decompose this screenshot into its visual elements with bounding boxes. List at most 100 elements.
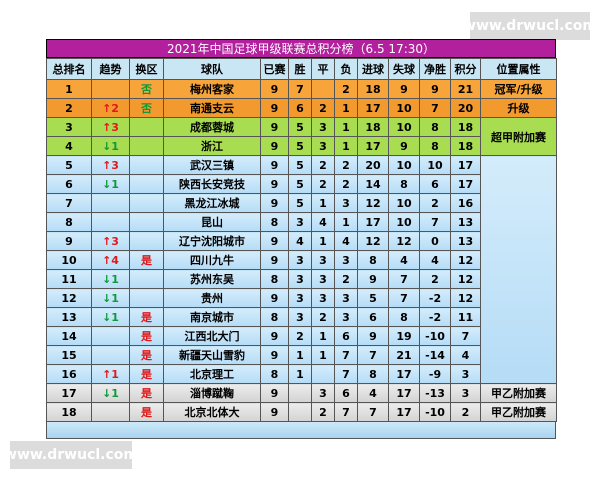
goals-for-cell: 17 <box>357 98 389 118</box>
table-row: 16 ↑1 是北京理工 8 1 7 8 17 -9 3 <box>46 364 557 384</box>
goals-against-cell: 10 <box>388 98 420 118</box>
played-cell: 9 <box>260 326 289 346</box>
rank-cell: 7 <box>46 193 92 213</box>
points-cell: 4 <box>450 345 481 365</box>
swap-cell: 是 <box>129 307 164 327</box>
goals-against-cell: 17 <box>388 383 420 403</box>
team-cell: 成都蓉城 <box>163 117 261 137</box>
column-header: 位置属性 <box>480 58 557 80</box>
draws-cell <box>311 364 335 384</box>
draws-cell: 2 <box>311 307 335 327</box>
losses-cell: 3 <box>334 193 358 213</box>
column-header: 已赛 <box>260 58 289 80</box>
draws-cell: 3 <box>311 288 335 308</box>
wins-cell: 3 <box>288 250 312 270</box>
draws-cell: 3 <box>311 250 335 270</box>
column-header: 总排名 <box>46 58 92 80</box>
trend-cell: ↓1 <box>91 136 130 156</box>
wins-cell: 6 <box>288 98 312 118</box>
played-cell: 8 <box>260 269 289 289</box>
position-status-cell: 升级 <box>480 98 557 118</box>
played-cell: 8 <box>260 364 289 384</box>
goal-diff-cell: 4 <box>419 250 451 270</box>
rank-cell: 14 <box>46 326 92 346</box>
trend-cell <box>91 402 130 422</box>
table-row: 2 ↑2 否南通支云 9 6 2 1 17 10 7 20 升级 <box>46 98 557 118</box>
goals-against-cell: 21 <box>388 345 420 365</box>
played-cell: 9 <box>260 193 289 213</box>
goals-for-cell: 17 <box>357 136 389 156</box>
goal-diff-cell: -10 <box>419 402 451 422</box>
goal-diff-cell: 9 <box>419 79 451 99</box>
goals-for-cell: 12 <box>357 231 389 251</box>
played-cell: 9 <box>260 231 289 251</box>
losses-cell: 6 <box>334 383 358 403</box>
team-cell: 淄博蹴鞠 <box>163 383 261 403</box>
goals-against-cell: 17 <box>388 402 420 422</box>
header-row: 总排名 趋势 换区 球队 已赛胜平负进球 失球 净胜 积分 位置属性 <box>46 58 557 80</box>
draws-cell: 3 <box>311 269 335 289</box>
played-cell: 9 <box>260 117 289 137</box>
rank-cell: 6 <box>46 174 92 194</box>
rank-cell: 2 <box>46 98 92 118</box>
goals-for-cell: 8 <box>357 364 389 384</box>
trend-cell: ↓1 <box>91 288 130 308</box>
trend-cell <box>91 79 130 99</box>
swap-cell: 是 <box>129 250 164 270</box>
points-cell: 21 <box>450 79 481 99</box>
losses-cell: 4 <box>334 231 358 251</box>
standings-board: 2021年中国足球甲级联赛总积分榜（6.5 17:30） 总排名 趋势 换区 球队 已赛… <box>46 39 557 440</box>
swap-cell: 是 <box>129 345 164 365</box>
losses-cell: 1 <box>334 117 358 137</box>
team-cell: 浙江 <box>163 136 261 156</box>
trend-cell: ↑4 <box>91 250 130 270</box>
team-cell: 新疆天山雪豹 <box>163 345 261 365</box>
swap-cell: 否 <box>129 79 164 99</box>
goals-for-cell: 17 <box>357 212 389 232</box>
team-cell: 贵州 <box>163 288 261 308</box>
draws-cell: 1 <box>311 231 335 251</box>
table-row: 3 ↑3 成都蓉城 9 5 3 1 18 10 8 18 超甲附加赛 <box>46 117 557 156</box>
goals-against-cell: 10 <box>388 212 420 232</box>
goal-diff-cell: -2 <box>419 288 451 308</box>
played-cell: 9 <box>260 155 289 175</box>
goal-diff-cell: -2 <box>419 307 451 327</box>
points-cell: 17 <box>450 155 481 175</box>
points-cell: 7 <box>450 326 481 346</box>
losses-cell: 2 <box>334 174 358 194</box>
rank-cell: 15 <box>46 345 92 365</box>
table-footer <box>46 422 556 439</box>
wins-cell <box>288 402 312 422</box>
goals-for-cell: 5 <box>357 288 389 308</box>
goals-against-cell: 9 <box>388 79 420 99</box>
goal-diff-cell: -10 <box>419 326 451 346</box>
position-status-cell: 甲乙附加赛 <box>480 402 557 422</box>
losses-cell: 3 <box>334 288 358 308</box>
goals-for-cell: 9 <box>357 269 389 289</box>
column-header: 趋势 <box>91 58 130 80</box>
trend-cell <box>91 345 130 365</box>
team-cell: 苏州东吴 <box>163 269 261 289</box>
goals-for-cell: 14 <box>357 174 389 194</box>
goal-diff-cell: 6 <box>419 174 451 194</box>
swap-cell <box>129 269 164 289</box>
trend-cell: ↓1 <box>91 269 130 289</box>
wins-cell: 4 <box>288 231 312 251</box>
swap-cell: 是 <box>129 326 164 346</box>
points-cell: 18 <box>450 136 481 156</box>
trend-cell: ↑3 <box>91 231 130 251</box>
points-cell: 12 <box>450 250 481 270</box>
points-cell: 12 <box>450 288 481 308</box>
losses-cell: 2 <box>334 155 358 175</box>
goals-against-cell: 7 <box>388 269 420 289</box>
column-header: 平 <box>311 58 335 80</box>
goals-for-cell: 7 <box>357 345 389 365</box>
points-cell: 20 <box>450 98 481 118</box>
trend-cell: ↓1 <box>91 383 130 403</box>
goal-diff-cell: 2 <box>419 269 451 289</box>
rank-cell: 17 <box>46 383 92 403</box>
position-status-cell: 超甲附加赛 <box>480 117 557 156</box>
draws-cell: 1 <box>311 193 335 213</box>
swap-cell <box>129 212 164 232</box>
table-row: 14 是江西北大门 9 2 1 6 9 19 -10 7 <box>46 326 557 346</box>
